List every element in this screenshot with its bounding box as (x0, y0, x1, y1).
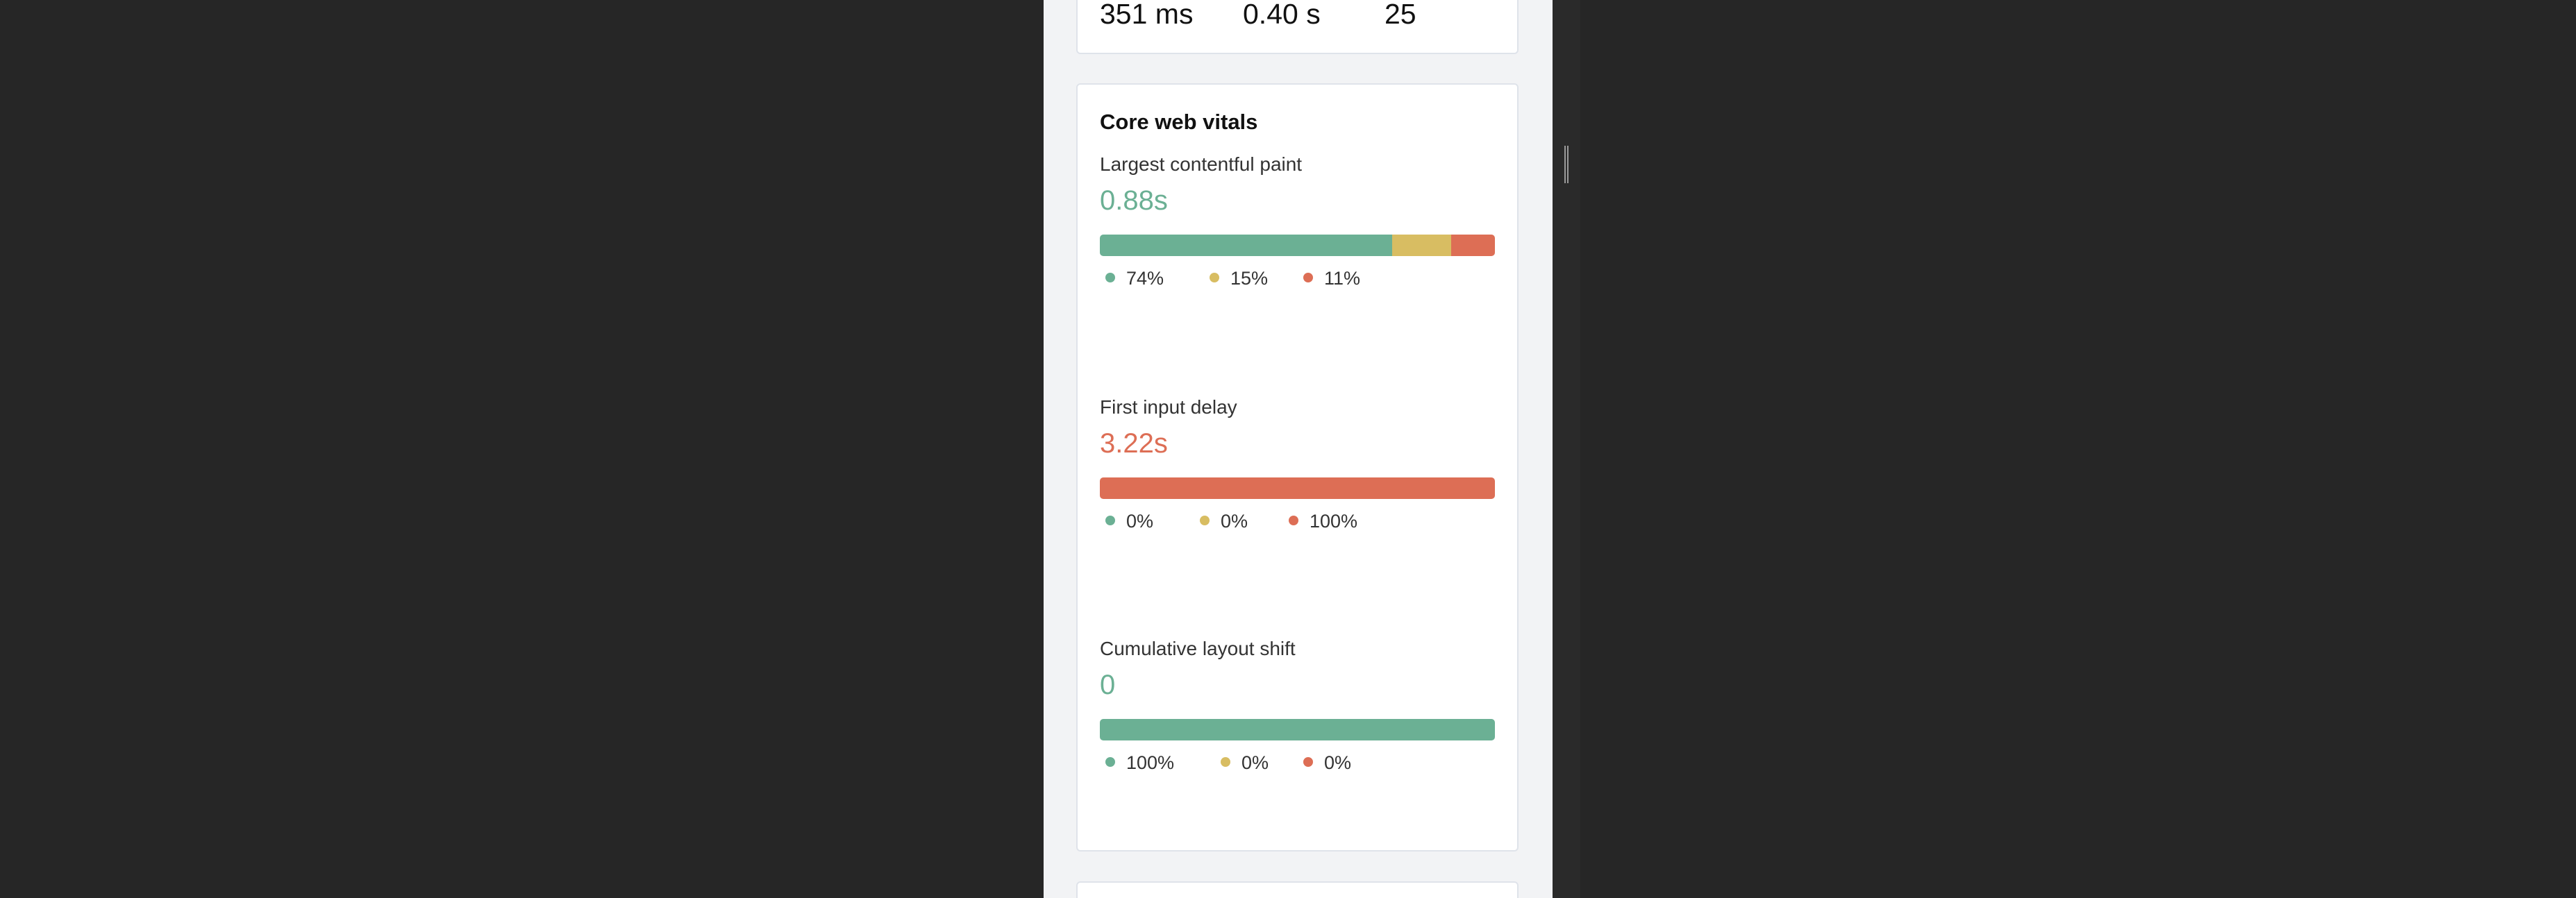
legend-item-good: 100% (1105, 752, 1174, 774)
summary-metric-count: 25 (1385, 0, 1416, 30)
legend-item-needs-improvement: 0% (1200, 511, 1248, 532)
vital-value: 0.88s (1100, 185, 1168, 216)
device-viewport[interactable]: 351 ms 0.40 s 25 Core web vitals Largest… (1044, 0, 1553, 898)
summary-metric-load-time: 0.40 s (1243, 0, 1321, 30)
legend-value: 0% (1126, 511, 1154, 532)
legend-value: 100% (1310, 511, 1358, 532)
vital-label: Cumulative layout shift (1100, 638, 1296, 659)
vital-label: Largest contentful paint (1100, 153, 1303, 175)
poor-dot-icon (1289, 515, 1298, 525)
legend-item-good: 0% (1105, 511, 1153, 532)
summary-card: 351 ms 0.40 s 25 (1076, 0, 1519, 54)
bar-segment-poor (1100, 477, 1495, 499)
legend-value: 0% (1241, 752, 1269, 773)
needs-improvement-dot-icon (1200, 515, 1210, 525)
legend-item-needs-improvement: 15% (1210, 268, 1268, 289)
legend-item-poor: 11% (1303, 268, 1360, 289)
bar-segment-good (1100, 719, 1495, 740)
legend-value: 0% (1221, 511, 1248, 532)
viewport-gutter (1553, 0, 1580, 898)
legend-value: 100% (1126, 752, 1175, 773)
resize-handle-icon[interactable] (1563, 146, 1570, 183)
vital-value: 3.22s (1100, 428, 1168, 459)
legend-item-good: 74% (1105, 268, 1164, 289)
summary-metric-response-time: 351 ms (1100, 0, 1194, 30)
good-dot-icon (1105, 272, 1115, 282)
next-card (1076, 881, 1519, 898)
bar-segment-needs-improvement (1392, 235, 1452, 256)
good-dot-icon (1105, 756, 1115, 767)
bar-segment-poor (1451, 235, 1495, 256)
distribution-bar (1100, 719, 1495, 740)
needs-improvement-dot-icon (1221, 756, 1230, 767)
legend-item-poor: 0% (1303, 752, 1351, 774)
core-web-vitals-card: Core web vitals Largest contentful paint… (1076, 83, 1519, 852)
legend-value: 15% (1230, 268, 1269, 289)
vital-value: 0 (1100, 670, 1116, 700)
distribution-bar (1100, 235, 1495, 256)
legend-value: 0% (1324, 752, 1352, 773)
legend-item-needs-improvement: 0% (1221, 752, 1269, 774)
poor-dot-icon (1303, 272, 1313, 282)
card-title: Core web vitals (1100, 110, 1258, 134)
needs-improvement-dot-icon (1210, 272, 1219, 282)
legend-value: 74% (1126, 268, 1164, 289)
poor-dot-icon (1303, 756, 1313, 767)
good-dot-icon (1105, 515, 1115, 525)
legend-item-poor: 100% (1289, 511, 1357, 532)
distribution-bar (1100, 477, 1495, 499)
bar-segment-good (1100, 235, 1393, 256)
legend-value: 11% (1324, 268, 1361, 289)
vital-label: First input delay (1100, 396, 1237, 418)
